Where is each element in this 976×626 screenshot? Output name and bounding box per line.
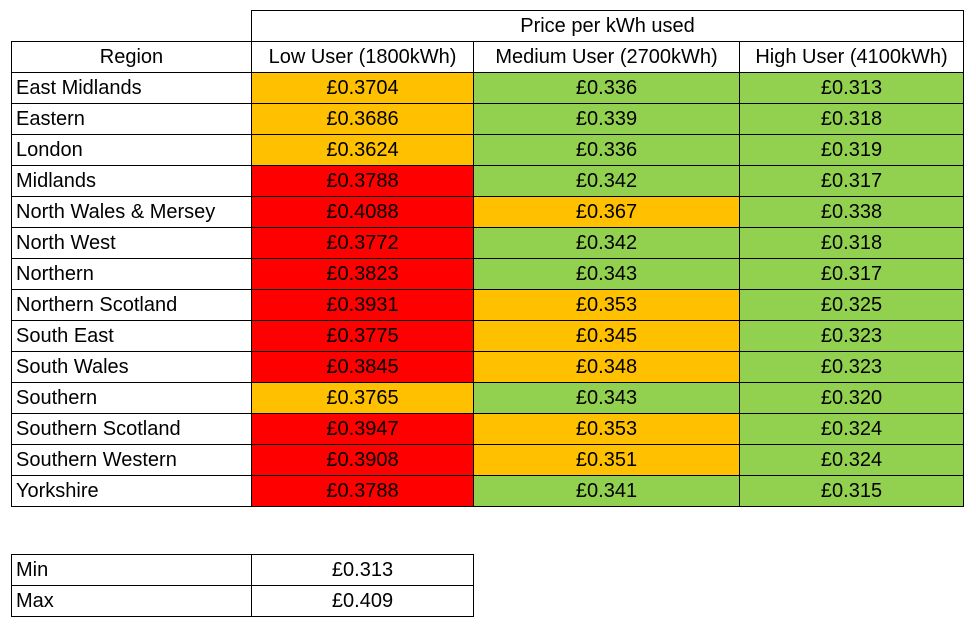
table-row: Southern Western £0.3908 £0.351 £0.324 [11,444,964,476]
column-header-region: Region [11,41,252,73]
region-cell: Midlands [11,165,252,197]
summary-table-body: Min £0.313 Max £0.409 [11,554,474,617]
summary-value-cell: £0.409 [251,585,474,617]
summary-row: Min £0.313 [11,554,474,586]
price-table-body: Price per kWh used Region Low User (1800… [11,10,964,507]
low-user-price-cell: £0.3775 [251,320,474,352]
high-user-price-cell: £0.318 [739,103,964,135]
summary-value-cell: £0.313 [251,554,474,586]
medium-user-price-cell: £0.351 [473,444,740,476]
low-user-price-cell: £0.3823 [251,258,474,290]
high-user-price-cell: £0.318 [739,227,964,259]
table-row: Midlands £0.3788 £0.342 £0.317 [11,165,964,197]
low-user-price-cell: £0.3704 [251,72,474,104]
region-cell: Southern Western [11,444,252,476]
low-user-price-cell: £0.3845 [251,351,474,383]
region-cell: Southern [11,382,252,414]
summary-row: Max £0.409 [11,585,474,617]
table-row: London £0.3624 £0.336 £0.319 [11,134,964,166]
region-cell: Northern [11,258,252,290]
table-row: South East £0.3775 £0.345 £0.323 [11,320,964,352]
high-user-price-cell: £0.317 [739,165,964,197]
medium-user-price-cell: £0.336 [473,72,740,104]
summary-table: Min £0.313 Max £0.409 [11,554,474,617]
high-user-price-cell: £0.324 [739,444,964,476]
low-user-price-cell: £0.4088 [251,196,474,228]
group-header-row: Price per kWh used [11,10,964,42]
low-user-price-cell: £0.3624 [251,134,474,166]
price-table: Price per kWh used Region Low User (1800… [11,10,964,507]
column-header-row: Region Low User (1800kWh) Medium User (2… [11,41,964,73]
low-user-price-cell: £0.3947 [251,413,474,445]
table-row: Southern Scotland £0.3947 £0.353 £0.324 [11,413,964,445]
table-row: Yorkshire £0.3788 £0.341 £0.315 [11,475,964,507]
medium-user-price-cell: £0.336 [473,134,740,166]
region-cell: South Wales [11,351,252,383]
medium-user-price-cell: £0.341 [473,475,740,507]
region-cell: North West [11,227,252,259]
low-user-price-cell: £0.3788 [251,165,474,197]
table-row: Eastern £0.3686 £0.339 £0.318 [11,103,964,135]
region-cell: North Wales & Mersey [11,196,252,228]
table-row: North Wales & Mersey £0.4088 £0.367 £0.338 [11,196,964,228]
summary-label-cell: Max [11,585,252,617]
medium-user-price-cell: £0.343 [473,382,740,414]
header-blank-cell [11,10,252,42]
column-header-high-user: High User (4100kWh) [739,41,964,73]
medium-user-price-cell: £0.345 [473,320,740,352]
high-user-price-cell: £0.338 [739,196,964,228]
low-user-price-cell: £0.3772 [251,227,474,259]
table-row: Northern Scotland £0.3931 £0.353 £0.325 [11,289,964,321]
region-cell: South East [11,320,252,352]
group-header-cell: Price per kWh used [251,10,964,42]
medium-user-price-cell: £0.348 [473,351,740,383]
high-user-price-cell: £0.315 [739,475,964,507]
low-user-price-cell: £0.3908 [251,444,474,476]
high-user-price-cell: £0.325 [739,289,964,321]
medium-user-price-cell: £0.339 [473,103,740,135]
region-cell: London [11,134,252,166]
region-cell: Eastern [11,103,252,135]
region-cell: Yorkshire [11,475,252,507]
low-user-price-cell: £0.3931 [251,289,474,321]
table-row: North West £0.3772 £0.342 £0.318 [11,227,964,259]
column-header-low-user: Low User (1800kWh) [251,41,474,73]
high-user-price-cell: £0.313 [739,72,964,104]
table-row: Southern £0.3765 £0.343 £0.320 [11,382,964,414]
high-user-price-cell: £0.317 [739,258,964,290]
high-user-price-cell: £0.319 [739,134,964,166]
high-user-price-cell: £0.324 [739,413,964,445]
medium-user-price-cell: £0.353 [473,289,740,321]
region-cell: Northern Scotland [11,289,252,321]
table-row: East Midlands £0.3704 £0.336 £0.313 [11,72,964,104]
summary-label-cell: Min [11,554,252,586]
medium-user-price-cell: £0.343 [473,258,740,290]
medium-user-price-cell: £0.342 [473,165,740,197]
high-user-price-cell: £0.323 [739,351,964,383]
table-row: Northern £0.3823 £0.343 £0.317 [11,258,964,290]
medium-user-price-cell: £0.342 [473,227,740,259]
high-user-price-cell: £0.320 [739,382,964,414]
low-user-price-cell: £0.3788 [251,475,474,507]
high-user-price-cell: £0.323 [739,320,964,352]
medium-user-price-cell: £0.353 [473,413,740,445]
column-header-medium-user: Medium User (2700kWh) [473,41,740,73]
table-row: South Wales £0.3845 £0.348 £0.323 [11,351,964,383]
medium-user-price-cell: £0.367 [473,196,740,228]
region-cell: Southern Scotland [11,413,252,445]
region-cell: East Midlands [11,72,252,104]
low-user-price-cell: £0.3765 [251,382,474,414]
low-user-price-cell: £0.3686 [251,103,474,135]
